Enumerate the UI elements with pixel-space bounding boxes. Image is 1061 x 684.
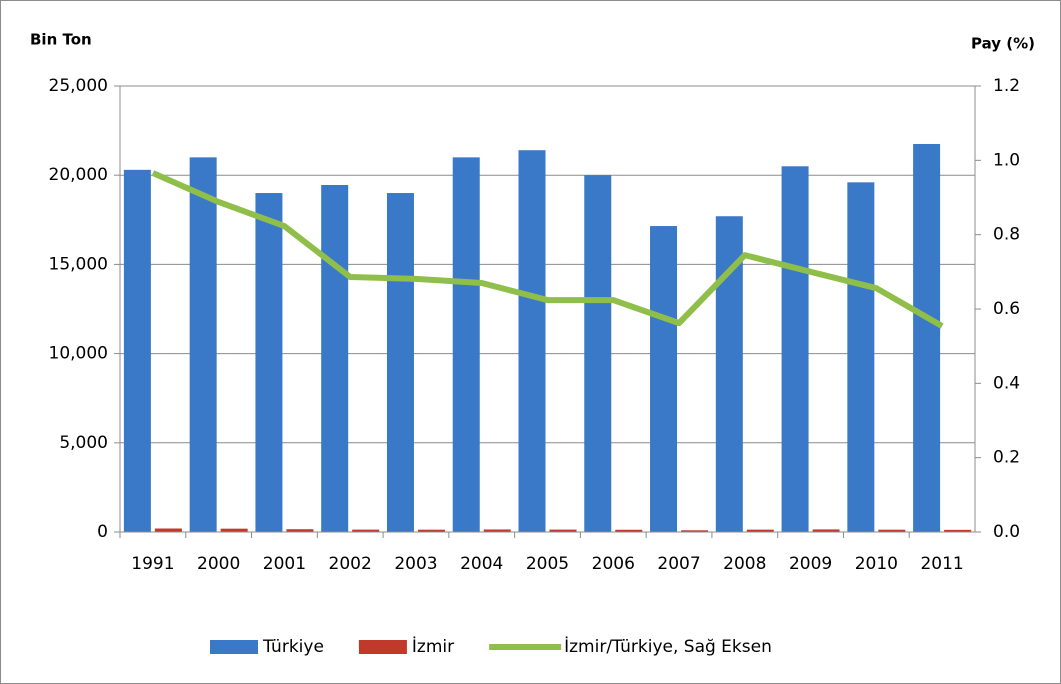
- bar: [123, 169, 151, 532]
- bar: [255, 193, 283, 533]
- bar: [812, 529, 840, 532]
- bar: [944, 529, 972, 532]
- bar: [847, 182, 875, 532]
- x-tick-label: 2008: [723, 554, 766, 574]
- legend-swatch: [358, 640, 407, 654]
- bar: [321, 185, 349, 532]
- x-tick-label: 2010: [855, 554, 898, 574]
- bar: [518, 150, 546, 532]
- bar: [220, 528, 248, 532]
- bar: [746, 529, 774, 532]
- legend-label: Türkiye: [262, 637, 324, 657]
- y2-tick-label: 1.0: [993, 150, 1020, 170]
- y2-tick-label: 0.0: [993, 522, 1020, 542]
- bar: [189, 157, 217, 533]
- y-tick-label: 15,000: [49, 254, 108, 274]
- legend-label: İzmir/Türkiye, Sağ Eksen: [564, 636, 772, 657]
- y-tick-label: 25,000: [49, 76, 108, 96]
- bar: [154, 528, 182, 532]
- y2-axis-label: Pay (%): [971, 35, 1035, 53]
- x-tick-label: 2005: [526, 554, 569, 574]
- x-tick-label: 2011: [920, 554, 963, 574]
- x-tick-label: 2007: [657, 554, 700, 574]
- bar: [452, 157, 480, 533]
- y-tick-label: 20,000: [49, 165, 108, 185]
- x-tick-label: 2002: [329, 554, 372, 574]
- bar: [681, 530, 709, 532]
- bar: [650, 226, 678, 532]
- y2-tick-label: 0.2: [993, 448, 1020, 468]
- x-tick-label: 2000: [197, 554, 240, 574]
- bar: [386, 193, 414, 533]
- bar: [878, 529, 906, 532]
- x-tick-label: 2006: [592, 554, 635, 574]
- x-tick-label: 2003: [394, 554, 437, 574]
- bar: [781, 166, 809, 532]
- bar: [584, 175, 612, 532]
- bar: [352, 529, 380, 532]
- legend-label: İzmir: [412, 636, 454, 657]
- bar: [483, 529, 511, 532]
- y-tick-label: 10,000: [49, 344, 108, 364]
- bar: [549, 529, 577, 532]
- y-tick-label: 0: [97, 522, 108, 542]
- bar: [615, 529, 643, 532]
- bar: [417, 529, 445, 532]
- bar: [913, 143, 941, 533]
- y-tick-label: 5,000: [59, 433, 108, 453]
- y2-tick-label: 0.4: [993, 373, 1020, 393]
- x-tick-label: 1991: [131, 554, 174, 574]
- x-tick-label: 2004: [460, 554, 503, 574]
- x-tick-label: 2001: [263, 554, 306, 574]
- y2-tick-label: 0.8: [993, 225, 1020, 245]
- legend-swatch: [210, 640, 258, 654]
- bar: [286, 529, 314, 532]
- line-series: [151, 170, 944, 329]
- x-tick-label: 2009: [789, 554, 832, 574]
- y2-tick-label: 1.2: [993, 76, 1020, 96]
- y-axis-label: Bin Ton: [30, 31, 92, 49]
- y2-tick-label: 0.6: [993, 299, 1020, 319]
